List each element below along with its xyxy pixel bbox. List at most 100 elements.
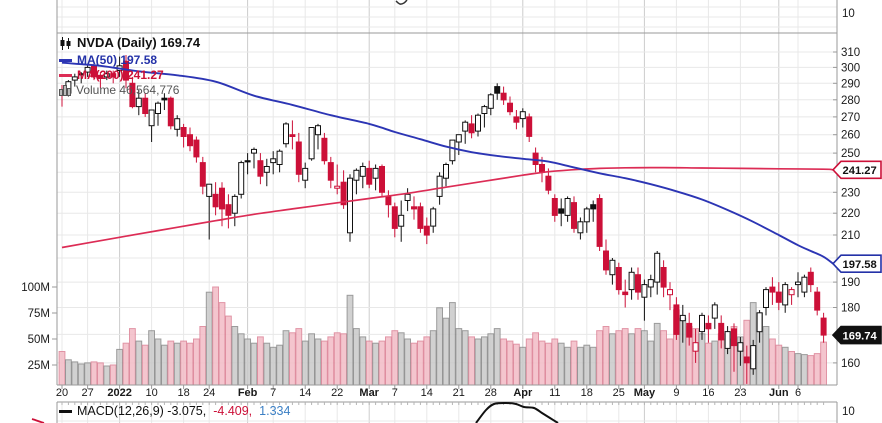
volume-bar: [487, 333, 495, 386]
volume-bar: [186, 342, 194, 386]
volume-bar: [378, 340, 386, 386]
legend-volume-row: Volume 46,564,776: [59, 83, 179, 97]
x-axis-label: 20: [56, 387, 68, 399]
candle-body: [180, 127, 187, 137]
volume-bar: [385, 336, 392, 386]
candle-body: [603, 250, 609, 271]
candle-body: [353, 169, 360, 181]
volume-bar: [141, 344, 149, 386]
candle-body: [270, 158, 277, 164]
volume-bar: [609, 333, 616, 386]
x-axis-label: 21: [453, 387, 465, 399]
candle-body: [500, 92, 507, 101]
macd-histogram-value: 1.334: [259, 404, 291, 418]
candle-body: [283, 123, 289, 145]
candle-body: [443, 164, 449, 179]
candle-body: [590, 204, 597, 210]
candle-body: [155, 102, 161, 114]
volume-bar: [769, 338, 776, 386]
candle-body: [583, 208, 590, 223]
candle-body: [295, 141, 302, 175]
volume-bar: [289, 332, 296, 386]
candle-body: [327, 162, 334, 181]
candle-body: [148, 109, 155, 127]
candle-body: [212, 193, 219, 208]
candle-body: [564, 198, 571, 216]
macd-signal-line: [31, 418, 45, 423]
candle-body: [78, 73, 85, 76]
volume-bar: [263, 342, 271, 386]
volume-bar: [148, 330, 155, 386]
x-axis-label: 18: [581, 387, 593, 399]
volume-bar: [442, 317, 450, 386]
volume-bar: [58, 351, 66, 386]
volume-bar: [564, 346, 572, 386]
macd-pane-axis-label: 10: [842, 406, 855, 418]
volume-bar: [634, 328, 642, 386]
candle-body: [628, 271, 635, 291]
volume-bar: [621, 328, 629, 386]
legend-ma200-row: MA(200) 241.27: [59, 68, 164, 82]
volume-bar: [762, 326, 770, 386]
price-axis-label: 270: [841, 112, 860, 124]
volume-bar: [653, 322, 661, 386]
volume-bar: [173, 342, 181, 386]
volume-bar: [161, 344, 168, 386]
price-axis-label: 310: [841, 47, 860, 59]
candle-body: [641, 284, 648, 298]
volume-bar: [513, 343, 520, 386]
volume-bar: [218, 302, 226, 386]
volume-bar: [628, 333, 636, 386]
x-axis-label: 23: [734, 387, 746, 399]
candle-body: [231, 195, 238, 214]
candle-body: [263, 166, 270, 173]
volume-bar: [333, 332, 341, 386]
volume-bar: [545, 342, 552, 386]
volume-bar: [775, 344, 783, 386]
price-axis-label: 160: [841, 358, 860, 370]
volume-bar: [327, 336, 335, 386]
volume-bar: [308, 333, 316, 386]
price-axis-label: 180: [841, 302, 860, 314]
candle-body: [84, 66, 91, 73]
candle-body: [577, 221, 584, 234]
volume-bar: [602, 326, 610, 386]
candle-body: [782, 284, 789, 306]
volume-bars-icon: [59, 84, 71, 96]
candle-body: [321, 137, 328, 162]
candle-body: [647, 279, 654, 288]
candle-body: [635, 274, 641, 293]
volume-bar: [820, 341, 828, 386]
ma200-line: [61, 166, 834, 249]
volume-bar: [225, 315, 232, 386]
volume-bar: [641, 330, 648, 386]
x-axis-label: 2022: [107, 387, 131, 399]
candle-body: [699, 314, 705, 333]
x-axis-label: Feb: [238, 387, 258, 399]
volume-bar: [410, 342, 418, 386]
candle-body: [673, 304, 680, 335]
volume-bar: [404, 338, 412, 386]
price-tag: [831, 325, 882, 345]
candle-body: [775, 291, 782, 303]
candle-body: [135, 97, 142, 108]
candle-body: [545, 175, 552, 191]
candle-body: [743, 356, 750, 364]
x-axis-label: Apr: [513, 387, 533, 399]
candle-body: [193, 139, 200, 158]
volume-bar: [365, 340, 373, 386]
candle-body: [257, 160, 264, 177]
candle-body: [481, 106, 488, 114]
x-axis-label: 7: [270, 387, 276, 399]
volume-bar: [801, 354, 808, 386]
volume-bar: [436, 307, 444, 386]
volume-bar: [135, 340, 143, 386]
volume-bar: [525, 338, 533, 386]
candle-body: [532, 152, 539, 166]
volume-bar: [103, 365, 111, 386]
candle-body: [206, 183, 213, 197]
candle-body: [455, 134, 462, 143]
candle-body: [526, 116, 533, 137]
